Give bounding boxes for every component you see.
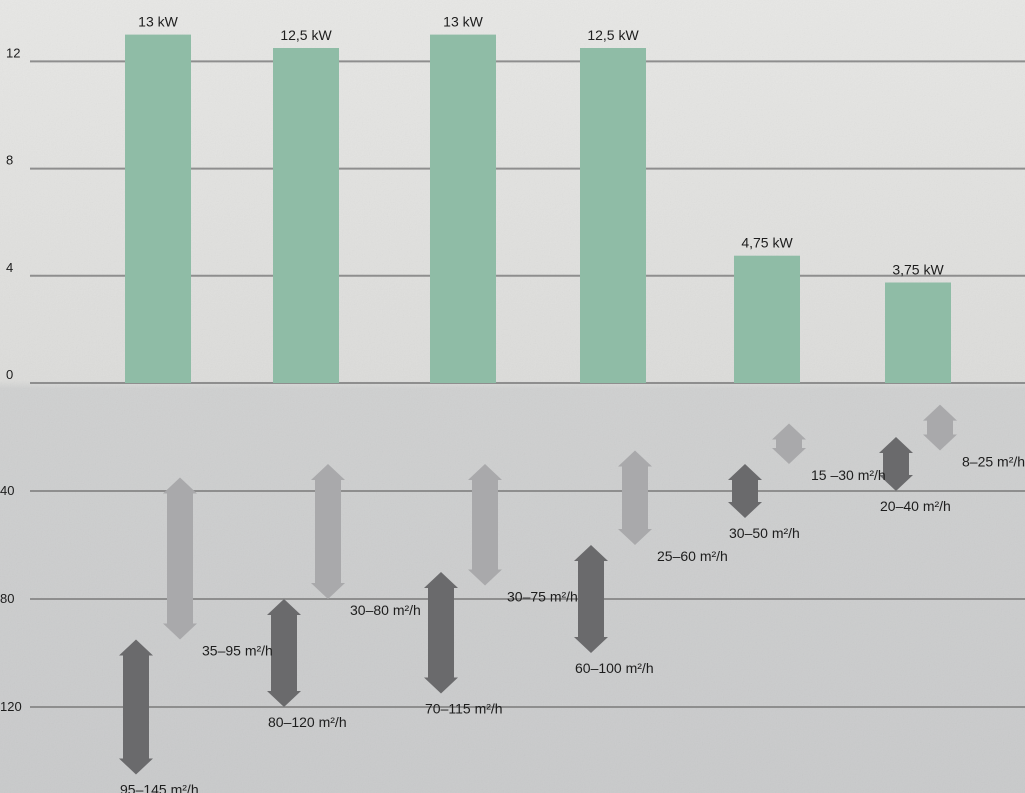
flow-label-dark: 30–50 m²/h: [729, 525, 800, 541]
flow-label-light: 25–60 m²/h: [657, 548, 728, 564]
flow-arrow-light: [163, 477, 197, 640]
power-bar: [273, 48, 339, 383]
flow-arrow-light: [923, 404, 957, 451]
upper-tick-label: 0: [6, 367, 13, 382]
flow-arrow-dark: [574, 545, 608, 653]
flow-label-dark: 70–115 m²/h: [425, 701, 503, 717]
flow-label-light: 30–75 m²/h: [507, 589, 578, 605]
power-bar: [885, 282, 951, 383]
flow-arrow-dark: [267, 599, 301, 707]
flow-label-light: 35–95 m²/h: [202, 643, 273, 659]
lower-tick-label: 40: [0, 483, 14, 498]
bar-value-label: 4,75 kW: [741, 235, 793, 251]
flow-arrow-light: [311, 464, 345, 599]
lower-tick-label: 120: [0, 699, 22, 714]
upper-tick-label: 8: [6, 153, 13, 168]
power-bar: [580, 48, 646, 383]
bar-value-label: 3,75 kW: [892, 262, 944, 278]
flow-arrow-light: [468, 464, 502, 586]
flow-arrow-light: [772, 423, 806, 464]
power-bars: [125, 34, 951, 383]
flow-label-light: 15 –30 m²/h: [811, 467, 886, 483]
upper-tick-label: 12: [6, 45, 20, 60]
bar-value-label: 12,5 kW: [587, 27, 639, 43]
bar-value-label: 13 kW: [138, 14, 178, 30]
flow-label-light: 8–25 m²/h: [962, 454, 1025, 470]
flow-arrows: [119, 404, 957, 775]
flow-arrow-dark: [424, 572, 458, 694]
upper-tick-label: 4: [6, 260, 13, 275]
power-bar: [734, 255, 800, 383]
flow-label-dark: 95–145 m²/h: [120, 782, 199, 793]
power-bar: [125, 34, 191, 383]
data-labels: 13 kW 12,5 kW 13 kW 12,5 kW 4,75 kW 3,75 kW 35…: [120, 14, 1025, 793]
lower-gridlines: 40 80 120: [0, 483, 1025, 714]
flow-arrow-dark: [728, 464, 762, 518]
power-bar: [430, 34, 496, 383]
lower-tick-label: 80: [0, 591, 14, 606]
bar-value-label: 12,5 kW: [280, 27, 332, 43]
flow-label-light: 30–80 m²/h: [350, 602, 421, 618]
flow-label-dark: 60–100 m²/h: [575, 660, 654, 676]
flow-arrow-dark: [879, 437, 913, 491]
flow-label-dark: 80–120 m²/h: [268, 714, 347, 730]
upper-gridlines: 0 4 8 12: [6, 45, 1025, 384]
bar-value-label: 13 kW: [443, 14, 483, 30]
flow-arrow-dark: [119, 639, 153, 775]
flow-label-dark: 20–40 m²/h: [880, 498, 951, 514]
flow-arrow-light: [618, 450, 652, 545]
